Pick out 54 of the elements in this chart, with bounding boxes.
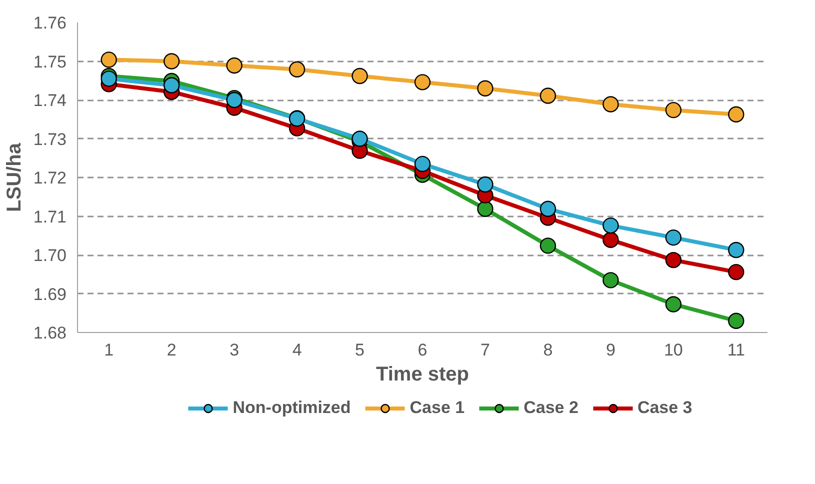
point xyxy=(540,238,556,254)
y-tick-label: 1.76 xyxy=(33,14,67,32)
y-tick-label: 1.71 xyxy=(33,207,67,226)
y-tick-label: 1.68 xyxy=(33,324,67,342)
point xyxy=(477,200,494,217)
point xyxy=(665,102,682,118)
x-tick-label: 1 xyxy=(104,340,114,360)
y-tick-label: 1.73 xyxy=(33,130,67,149)
x-tick-label: 9 xyxy=(606,340,616,360)
point xyxy=(163,53,180,70)
point xyxy=(414,74,431,90)
point xyxy=(602,96,619,112)
y-tick-label: 1.74 xyxy=(33,91,67,110)
x-tick-label: 4 xyxy=(292,340,302,360)
x-tick-label: 8 xyxy=(543,340,553,360)
point xyxy=(100,52,117,68)
x-tick-label: 11 xyxy=(727,340,745,360)
y-tick-label: 1.75 xyxy=(33,52,67,72)
y-tick-label: 1.70 xyxy=(33,246,67,265)
point xyxy=(477,80,494,96)
point xyxy=(728,312,744,329)
point xyxy=(352,130,368,147)
x-tick-label: 10 xyxy=(664,340,683,360)
x-axis-title: Time step xyxy=(376,364,469,386)
point xyxy=(352,68,368,84)
point xyxy=(728,242,744,258)
point xyxy=(477,176,494,193)
x-tick-label: 3 xyxy=(230,340,240,360)
point xyxy=(226,57,242,74)
point xyxy=(602,217,619,234)
point xyxy=(100,70,117,87)
point xyxy=(602,272,619,288)
x-tick-label: 7 xyxy=(480,340,490,360)
point xyxy=(540,88,556,104)
x-tick-label: 2 xyxy=(166,340,176,360)
x-tick-label: 5 xyxy=(355,340,365,360)
x-tick-label: 6 xyxy=(418,340,428,360)
point xyxy=(665,252,682,268)
y-tick-label: 1.69 xyxy=(33,284,67,304)
point xyxy=(540,200,556,217)
point xyxy=(414,156,431,172)
y-tick-label: 1.72 xyxy=(33,168,67,188)
legend-label: Case 2 xyxy=(524,398,578,418)
point xyxy=(288,61,306,78)
y-axis-title: LSU/ha xyxy=(3,142,26,212)
point xyxy=(602,232,619,248)
point xyxy=(728,106,744,122)
point xyxy=(728,264,744,280)
legend-label: Case 1 xyxy=(410,398,465,418)
legend-label: Case 3 xyxy=(637,398,692,418)
point xyxy=(665,229,682,246)
legend-label: Non-optimized xyxy=(232,398,351,418)
point xyxy=(665,296,682,312)
point xyxy=(163,77,180,94)
